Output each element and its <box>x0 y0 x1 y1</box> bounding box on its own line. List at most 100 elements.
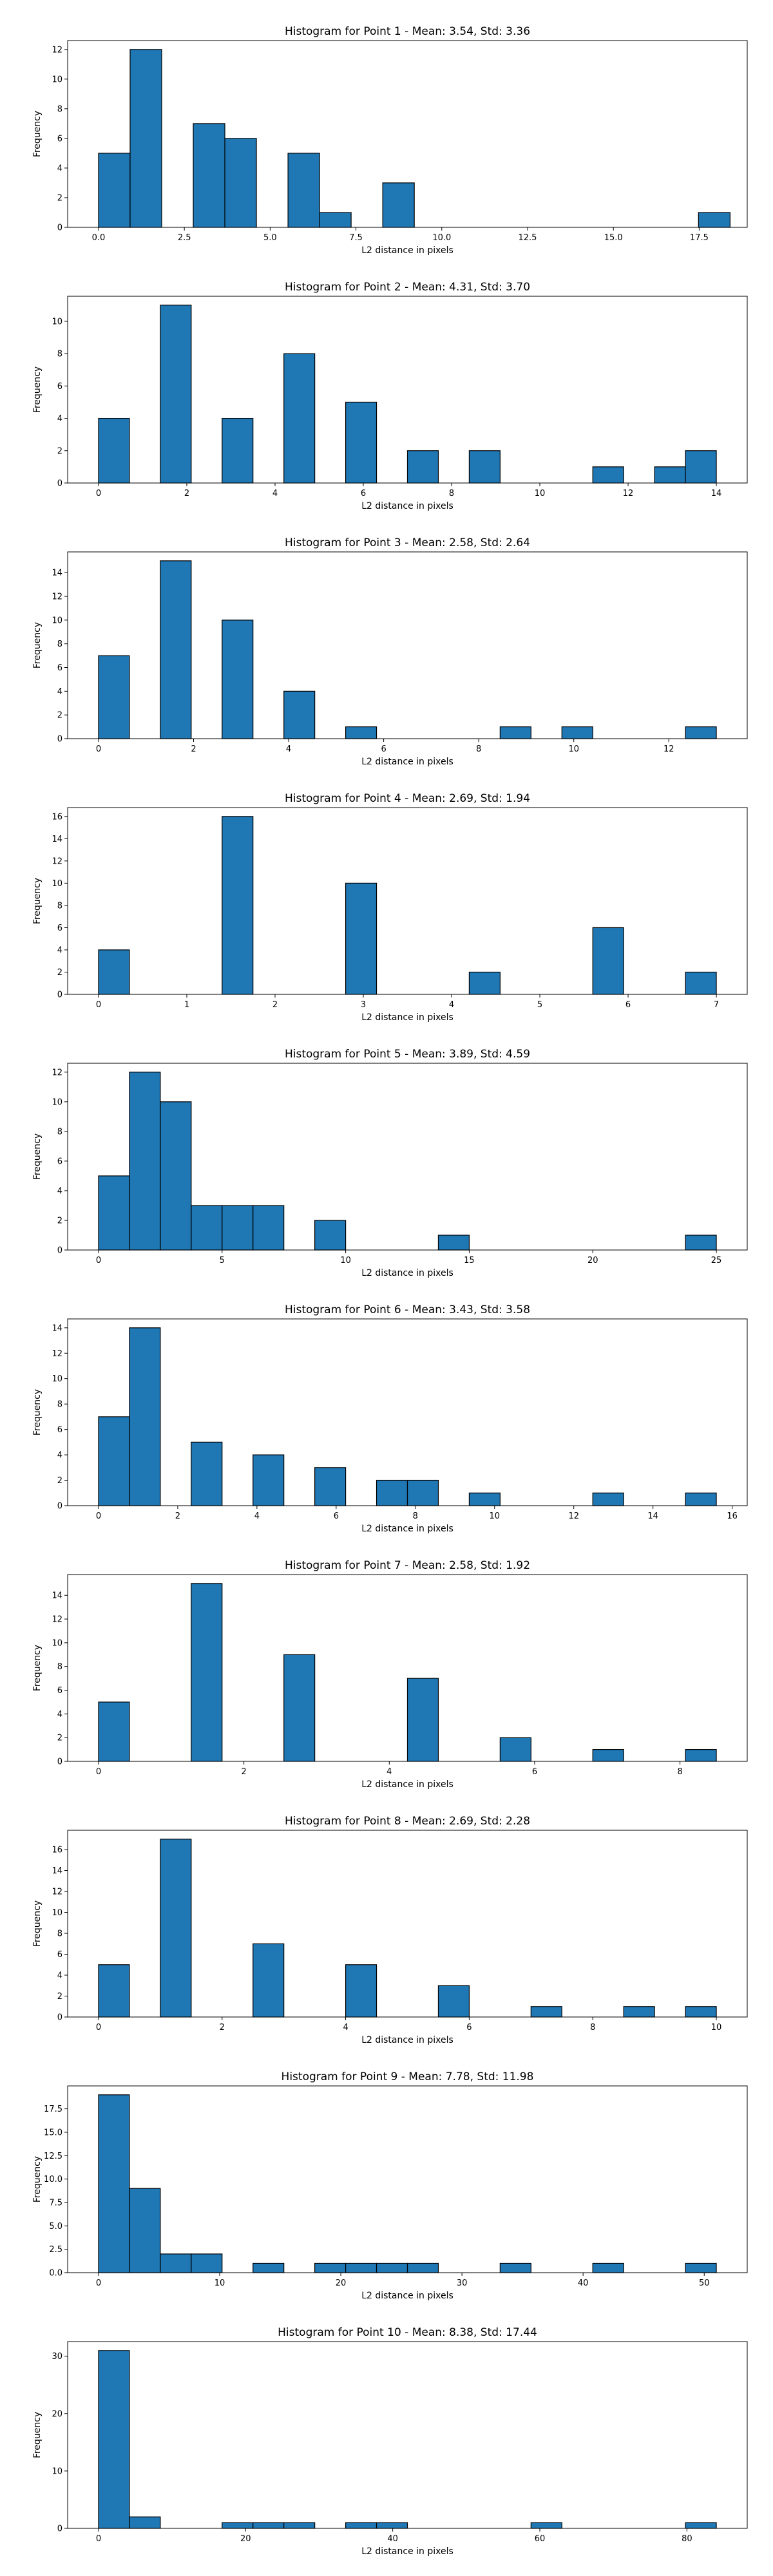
histogram-panel-5: Histogram for Point 5 - Mean: 3.89, Std:… <box>32 1048 748 1278</box>
axes-frame <box>67 1318 748 1506</box>
x-tick-label: 14 <box>711 489 722 498</box>
y-tick-label: 12 <box>52 857 62 866</box>
histogram-bar <box>283 690 316 739</box>
y-tick-label: 8 <box>57 1127 62 1137</box>
y-axis-label: Frequency <box>32 1900 43 1947</box>
x-tick-label: 4 <box>343 2023 348 2032</box>
y-tick-label: 14 <box>52 569 62 578</box>
x-tick-label: 10 <box>711 2023 722 2032</box>
y-tick-label: 10 <box>52 1374 62 1384</box>
x-tick-label: 0 <box>96 2534 101 2544</box>
x-tick-label: 6 <box>361 489 366 498</box>
x-tick-label: 0.0 <box>92 233 106 243</box>
axes-frame <box>67 1063 748 1251</box>
x-tick-label: 50 <box>699 2278 710 2288</box>
x-tick-label: 0 <box>96 489 101 498</box>
x-tick-label: 25 <box>711 1256 722 1265</box>
y-tick-label: 16 <box>52 1846 62 1855</box>
x-tick-label: 12 <box>568 1511 579 1521</box>
y-tick-label: 0.0 <box>49 2269 62 2278</box>
histogram-bar <box>561 726 593 739</box>
histogram-panel-1: Histogram for Point 1 - Mean: 3.54, Std:… <box>32 25 748 256</box>
chart-title: Histogram for Point 3 - Mean: 2.58, Std:… <box>285 536 530 549</box>
axes-frame <box>67 40 748 228</box>
histogram-bar <box>98 2350 130 2529</box>
x-tick-label: 6 <box>625 1000 631 1010</box>
y-tick-label: 10.0 <box>44 2175 62 2184</box>
y-tick-label: 10 <box>52 1908 62 1918</box>
y-tick-label: 6 <box>57 1157 62 1166</box>
y-tick-label: 14 <box>52 1323 62 1333</box>
y-tick-label: 14 <box>52 835 62 844</box>
histogram-bar <box>160 1839 192 2018</box>
histogram-bar <box>345 401 377 484</box>
histogram-bar <box>345 882 377 995</box>
histogram-bar <box>253 2522 285 2529</box>
histogram-bar <box>314 1467 347 1506</box>
histogram-bar <box>468 1492 501 1506</box>
histogram-bar <box>129 49 162 228</box>
histogram-bar <box>592 927 624 995</box>
histogram-bar <box>253 1454 285 1506</box>
axes-frame <box>67 551 748 739</box>
x-tick-label: 2 <box>175 1511 180 1521</box>
histogram-bar <box>382 182 415 228</box>
x-axis-label: L2 distance in pixels <box>361 2546 453 2557</box>
y-tick-label: 7.5 <box>49 2198 62 2208</box>
histogram-bar <box>191 2253 223 2273</box>
histogram-bar <box>406 450 439 484</box>
histogram-bar <box>468 450 501 484</box>
histogram-bar <box>685 1235 717 1251</box>
y-tick-label: 12 <box>52 592 62 602</box>
y-tick-label: 2 <box>57 1216 62 1226</box>
x-tick-label: 20 <box>336 2278 347 2288</box>
y-tick-label: 6 <box>57 134 62 144</box>
y-tick-label: 8 <box>57 901 62 911</box>
y-tick-label: 15.0 <box>44 2128 62 2137</box>
histogram-panel-4: Histogram for Point 4 - Mean: 2.69, Std:… <box>32 792 748 1023</box>
x-tick-label: 2 <box>272 1000 278 1010</box>
histogram-bar <box>98 153 131 228</box>
y-tick-label: 10 <box>52 1097 62 1107</box>
histogram-bar <box>253 2262 285 2273</box>
y-tick-label: 4 <box>57 1971 62 1981</box>
y-tick-label: 0 <box>57 2524 62 2534</box>
histogram-bar <box>283 1654 316 1762</box>
x-tick-label: 0 <box>96 2278 101 2288</box>
histogram-bar <box>376 1479 408 1506</box>
x-tick-label: 10 <box>535 489 546 498</box>
y-axis-label: Frequency <box>32 2412 43 2458</box>
histogram-bar <box>530 2006 562 2018</box>
x-axis-label: L2 distance in pixels <box>361 757 453 767</box>
y-tick-label: 6 <box>57 382 62 392</box>
histogram-bar <box>129 1072 161 1251</box>
histogram-bar <box>98 1416 130 1506</box>
y-tick-label: 6 <box>57 923 62 933</box>
histogram-bar <box>283 2522 316 2529</box>
y-tick-label: 0 <box>57 735 62 744</box>
histogram-bar <box>222 417 254 484</box>
x-tick-label: 17.5 <box>690 233 709 243</box>
histogram-bar <box>191 1583 223 1762</box>
histogram-bar <box>191 1441 223 1506</box>
x-tick-label: 1 <box>184 1000 189 1010</box>
y-tick-label: 0 <box>57 990 62 1000</box>
histogram-panel-10: Histogram for Point 10 - Mean: 8.38, Std… <box>32 2326 748 2557</box>
x-tick-label: 6 <box>334 1511 339 1521</box>
axes-frame <box>67 1830 748 2018</box>
histogram-bar <box>129 1327 161 1506</box>
histogram-bar <box>222 620 254 739</box>
y-tick-label: 0 <box>57 1502 62 1511</box>
histogram-bar <box>160 305 192 484</box>
x-tick-label: 0 <box>96 1511 101 1521</box>
y-tick-label: 4 <box>57 1451 62 1461</box>
histogram-bar <box>698 212 730 228</box>
histogram-bar <box>685 726 717 739</box>
y-tick-label: 10 <box>52 879 62 889</box>
histogram-bar <box>253 1943 285 2018</box>
y-tick-label: 10 <box>52 616 62 625</box>
x-tick-label: 4 <box>254 1511 260 1521</box>
histogram-bar <box>129 2516 161 2529</box>
y-tick-label: 0 <box>57 479 62 489</box>
histogram-bar <box>129 2188 161 2273</box>
